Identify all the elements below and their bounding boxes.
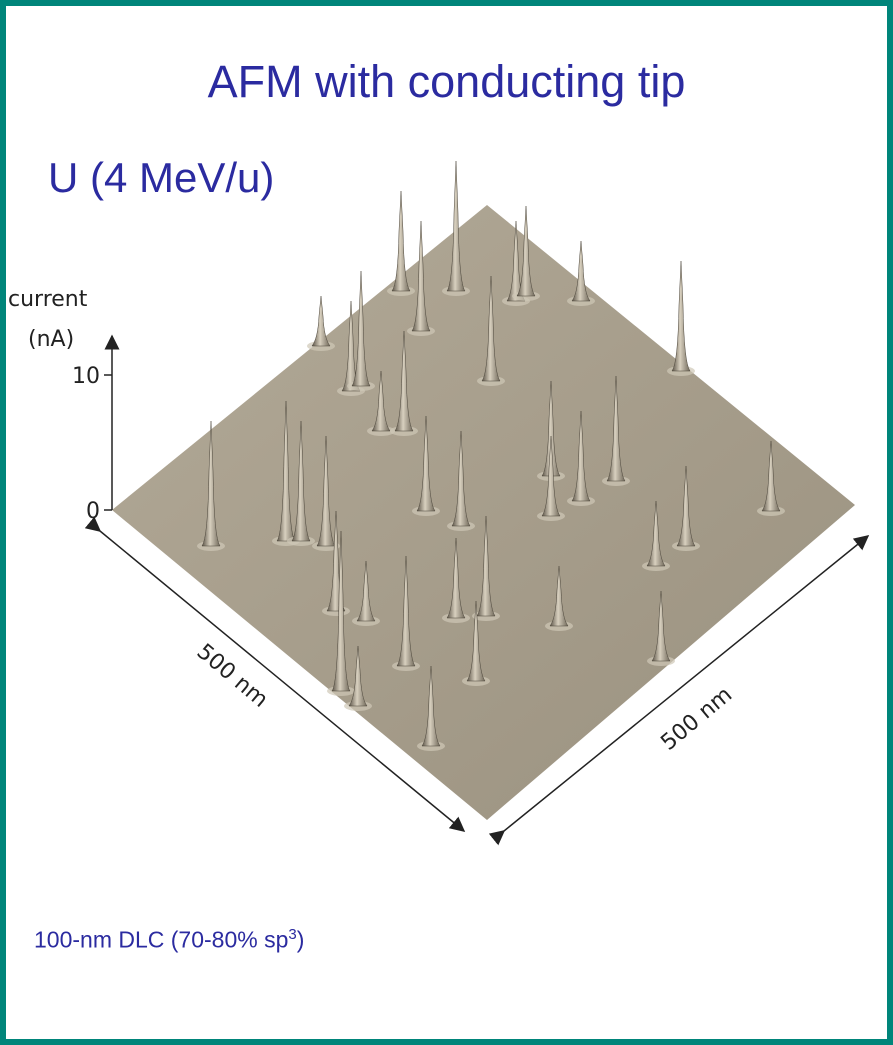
- caption-close: ): [297, 927, 305, 953]
- slide: AFM with conducting tip U (4 MeV/u) curr…: [0, 0, 893, 1045]
- afm-figure: current (nA) 10 0 500 nm 500 nm: [6, 6, 887, 1039]
- caption-sup: 3: [288, 926, 296, 943]
- axis-label: current: [8, 287, 88, 312]
- edge-label: 500 nm: [656, 682, 737, 755]
- caption-text: 100-nm DLC (70-80% sp: [34, 927, 288, 953]
- caption: 100-nm DLC (70-80% sp3): [34, 926, 304, 954]
- edge-label: 500 nm: [192, 639, 273, 712]
- surface-plane: [112, 205, 855, 820]
- tick-label: 10: [72, 364, 100, 389]
- tick-label: 0: [86, 499, 100, 524]
- axis-label: (nA): [28, 327, 74, 352]
- spike: [672, 261, 690, 371]
